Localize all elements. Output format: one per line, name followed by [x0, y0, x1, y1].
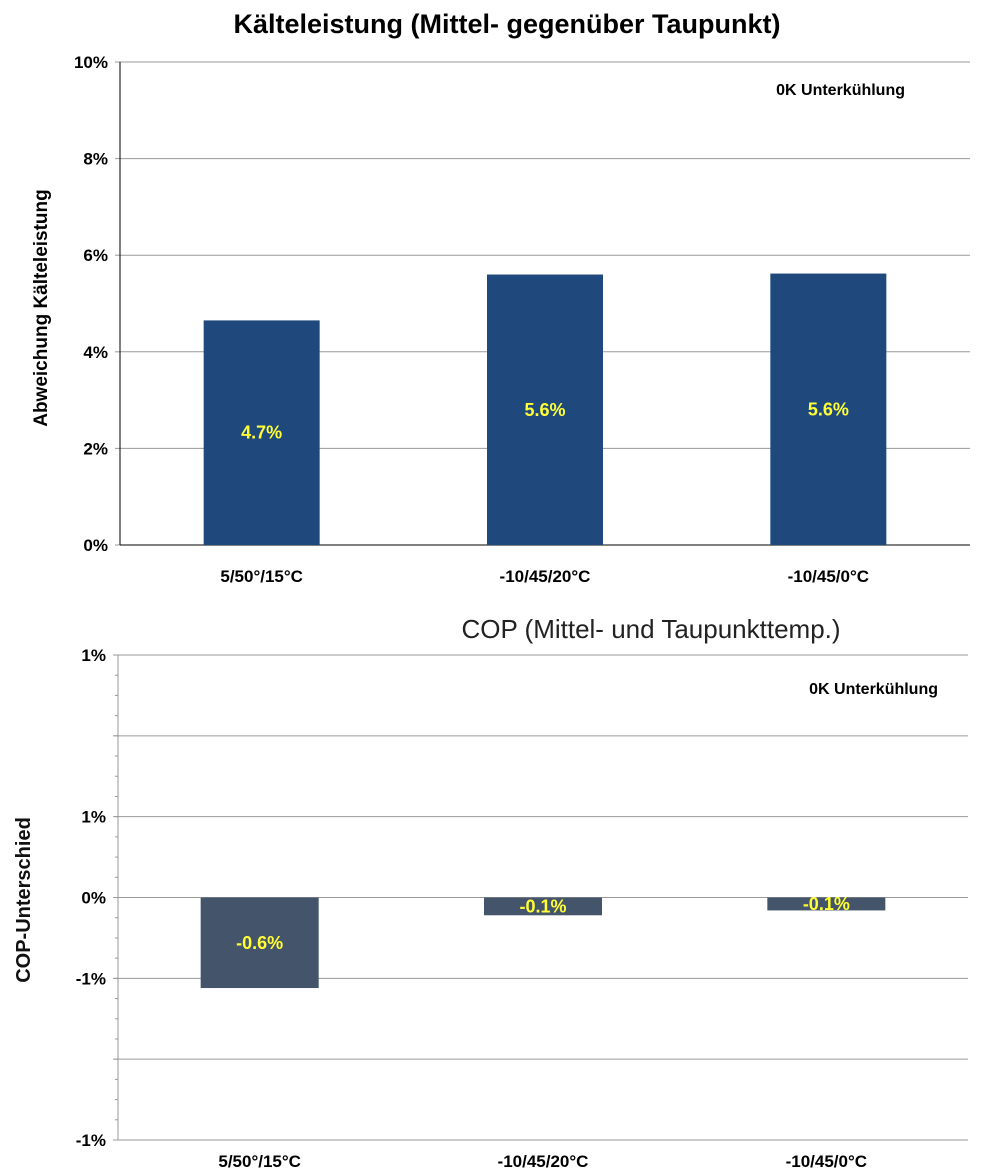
chart2-category-label: -10/45/0°C	[786, 1152, 867, 1171]
chart1-bar	[487, 274, 603, 545]
chart1-data-label: 5.6%	[808, 399, 849, 419]
chart1-y-tick-label: 2%	[83, 439, 108, 458]
chart2-data-label: -0.6%	[236, 933, 283, 953]
chart2-y-tick-label: -1%	[76, 969, 106, 988]
chart2-category-label: -10/45/20°C	[498, 1152, 589, 1171]
chart1-data-label: 5.6%	[524, 400, 565, 420]
chart2-y-tick-label: 1%	[81, 646, 106, 665]
chart1-y-tick-label: 6%	[83, 246, 108, 265]
chart1-title: Kälteleistung (Mittel- gegenüber Taupunk…	[233, 9, 780, 39]
chart1-y-tick-label: 0%	[83, 536, 108, 555]
chart1-y-tick-label: 10%	[74, 53, 108, 72]
chart2-bar	[200, 897, 319, 989]
chart2-y-tick-label: -1%	[76, 1131, 106, 1150]
chart2-title: COP (Mittel- und Taupunkttemp.)	[461, 614, 840, 644]
chart2-bar	[484, 897, 602, 916]
chart1-plot: 0% 2% 4% 6% 8% 10% 4.7% 5/50°/15°C 5.6% -10/45/20…	[74, 53, 970, 586]
chart2-bar	[767, 897, 886, 911]
chart1-y-tick-label: 8%	[83, 150, 108, 169]
chart1-category-label: -10/45/0°C	[788, 567, 869, 586]
chart1-bar	[203, 320, 320, 545]
chart1-category-label: -10/45/20°C	[500, 567, 591, 586]
chart1-y-tick-label: 4%	[83, 343, 108, 362]
chart2-category-label: 5/50°/15°C	[218, 1152, 301, 1171]
chart2-data-label: -0.1%	[519, 896, 566, 916]
chart2-y-tick-label: 0%	[81, 889, 106, 908]
chart1-annotation: 0K Unterkühlung	[776, 82, 905, 99]
chart1-y-axis-label: Abweichung Kälteleistung	[31, 189, 52, 427]
chart1-category-label: 5/50°/15°C	[220, 567, 303, 586]
chart2-data-label: -0.1%	[803, 894, 850, 914]
chart2-y-tick-label: 1%	[81, 808, 106, 827]
chart1-bar	[770, 273, 887, 545]
chart2-annotation: 0K Unterkühlung	[809, 681, 938, 698]
chart2-y-axis-label: COP-Unterschied	[13, 817, 35, 983]
chart1-data-label: 4.7%	[241, 423, 282, 443]
chart2-plot: -1% -1% 0% 1% 1% -0.6% 5/50°/15°C -0.1% -10/45/2…	[76, 646, 968, 1171]
